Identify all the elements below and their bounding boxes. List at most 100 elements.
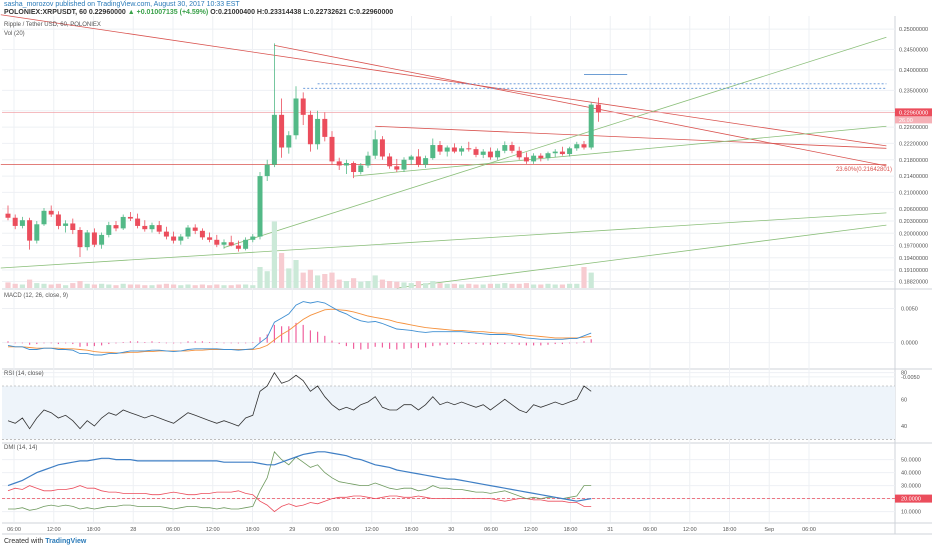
time-tick-label: 06:00 [7,527,21,533]
candle-body [106,225,112,235]
candle-body [459,148,465,152]
candle-body [279,114,285,148]
candle-body [142,225,148,230]
macd-histogram-bar [65,342,67,344]
candle-body [545,153,551,159]
candle-body [149,225,155,230]
candle-body [595,104,601,113]
volume-bar [91,284,97,288]
candle-body [243,239,249,249]
dmi-tick-label: 50.0000 [901,458,921,464]
volume-bar [19,284,25,288]
macd-histogram-bar [122,342,124,343]
candle-body [495,150,501,158]
volume-bar [315,275,321,288]
macd-histogram-bar [216,342,218,343]
macd-histogram-bar [561,342,563,345]
candle-body [358,165,364,173]
candle-body [207,237,213,240]
macd-histogram-bar [209,342,211,343]
candle-body [48,210,54,215]
candle-body [228,242,234,246]
volume-bar [279,253,285,288]
rsi-band [2,386,895,440]
volume-bar [495,283,501,288]
macd-histogram-bar [72,342,74,345]
macd-histogram-bar [93,342,95,347]
macd-histogram-bar [518,342,520,345]
ascending-trendline [0,212,887,269]
volume-bar [156,284,162,288]
candle-body [430,145,436,159]
volume-bar [271,221,277,288]
candle-body [127,216,133,219]
candles [5,43,601,257]
macd-histogram-bar [50,342,52,344]
macd-histogram-bar [569,342,571,344]
candle-body [5,213,11,218]
macd-histogram-bar [446,342,448,345]
ascending-trendline [223,36,887,248]
price-tick-label: 0.19100000 [899,268,928,274]
macd-histogram-bar [288,326,290,343]
rsi-line [7,371,592,430]
time-tick-label: 18:00 [246,527,260,533]
macd-histogram-bar [396,342,398,350]
macd-histogram-bar [403,342,405,349]
candle-body [185,227,191,237]
macd-histogram-bar [453,342,455,345]
dmi-reference-badge [895,494,932,503]
macd-histogram-bar [129,341,131,343]
macd-histogram-bar [317,331,319,343]
secondary-price-badge [895,116,932,124]
candle-body [34,224,40,241]
volume-bar [243,284,249,288]
macd-histogram-bar [7,341,9,343]
macd-histogram-bar [417,342,419,349]
candle-body [322,118,328,137]
descending-trendline [0,14,887,147]
candle-body [221,242,227,245]
macd-tick-label: 0.0000 [901,341,918,347]
dmi-tick-label: 10.0000 [901,510,921,516]
volume-bar [127,284,133,288]
symbol-line: POLONIEX:XRPUSDT, 60 0.22960000 ▲ +0.010… [4,8,393,17]
candle-body [531,155,537,162]
candle-body [466,148,472,150]
dmi-tick-label: 40.0000 [901,471,921,477]
time-tick-label: 06:00 [325,527,339,533]
time-tick-label: 18:00 [87,527,101,533]
rsi-tick-label: 40 [901,424,907,430]
candle-body [387,156,393,167]
volume-bar [509,283,515,288]
price-tick-label: 0.21400000 [899,174,928,180]
volume-bar [300,272,306,288]
volume-bar [307,269,313,288]
volume-bar [5,282,11,288]
volume-bar [149,285,155,288]
candle-body [552,151,558,154]
volume-bar [336,279,342,288]
volume-bar [451,283,457,288]
volume-bar [199,284,205,288]
volume-bar [142,285,148,288]
ohlc-values: O:0.21000400 H:0.23314438 L:0.22732621 C… [210,9,394,16]
macd-histogram-bar [331,340,333,343]
macd-histogram-bar [273,324,275,343]
tradingview-logo[interactable]: TradingView [45,538,87,545]
macd-tick-label: 0.0050 [901,306,918,312]
volume-bar [207,285,213,288]
ascending-trendline [353,125,887,177]
volume-bar [480,284,486,288]
candle-body [235,245,241,249]
time-tick-label: 12:00 [524,527,538,533]
candle-body [567,148,573,155]
price-tick-label: 0.20600000 [899,207,928,213]
volume-bar [343,281,349,288]
candle-body [12,217,18,226]
candle-body [538,155,544,159]
candle-body [516,150,522,158]
candle-body [271,114,277,165]
volume-bar [487,283,493,288]
